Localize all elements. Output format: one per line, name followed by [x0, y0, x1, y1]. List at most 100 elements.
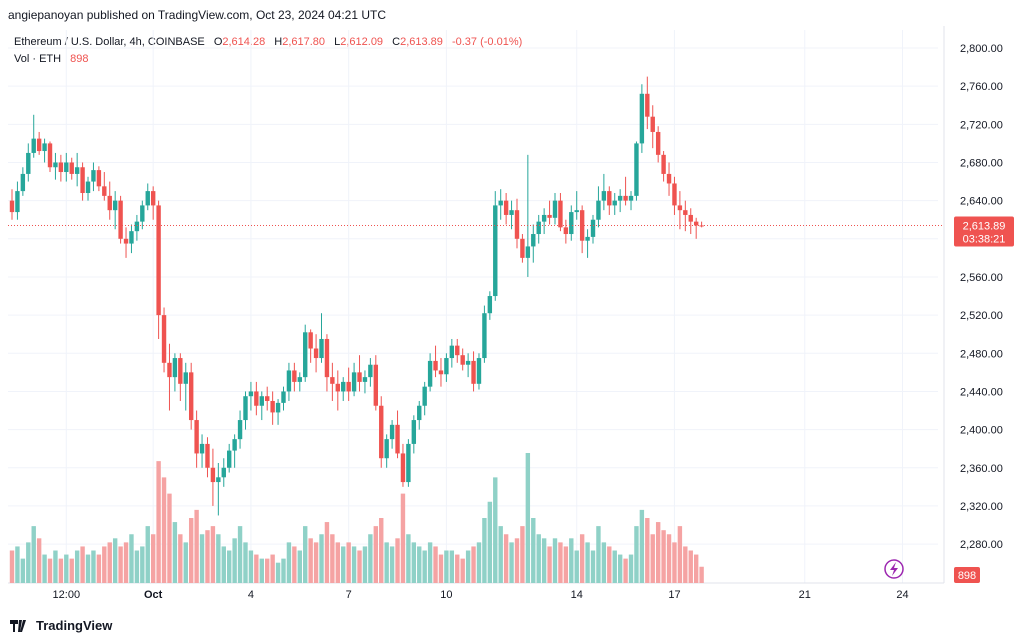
volume-bar — [243, 542, 248, 583]
volume-bar — [531, 518, 536, 583]
candle — [617, 189, 623, 213]
volume-bar — [102, 546, 107, 583]
candle-body — [64, 162, 69, 173]
candle — [493, 191, 498, 301]
candle-body — [319, 338, 324, 359]
y-tick-label: 2,440.00 — [960, 386, 1003, 398]
candle-body — [270, 400, 275, 413]
volume-bar — [585, 542, 590, 583]
candle — [292, 362, 297, 392]
volume-bar — [58, 558, 64, 583]
volume-bar — [601, 542, 607, 583]
candle-body — [31, 138, 36, 153]
candle-body — [552, 200, 558, 218]
volume-bar — [683, 546, 688, 583]
volume-bar — [9, 550, 15, 583]
candle — [96, 166, 102, 192]
candle — [308, 329, 313, 363]
candle — [172, 353, 178, 392]
candle — [460, 348, 465, 371]
volume-bar — [357, 550, 362, 583]
candle — [699, 221, 704, 228]
candle — [444, 353, 449, 382]
footer-brand-label: TradingView — [36, 618, 113, 633]
candle-body — [455, 345, 460, 356]
candle-body — [259, 396, 264, 406]
countdown-label: 03:38:21 — [963, 234, 1006, 246]
legend-high: 2,617.80 — [282, 36, 326, 48]
candle-body — [579, 210, 585, 241]
candle — [36, 131, 42, 155]
volume-bar — [471, 546, 476, 583]
candle — [107, 181, 112, 220]
volume-bar — [107, 542, 112, 583]
volume-bar — [123, 542, 129, 583]
candle-body — [389, 424, 395, 440]
candle-body — [417, 405, 422, 421]
candle — [9, 189, 15, 220]
candle — [455, 338, 460, 363]
volume-bar — [275, 562, 281, 583]
candle — [145, 183, 150, 211]
volume-bar — [265, 558, 270, 583]
y-tick-label: 2,480.00 — [960, 348, 1003, 360]
volume-bar — [607, 546, 612, 583]
volume-bar — [313, 542, 319, 583]
footer-brand[interactable]: TradingView — [10, 618, 112, 633]
legend-volume-row: Vol · ETH 898 — [14, 51, 522, 68]
candle-body — [205, 443, 210, 468]
x-tick-label: 14 — [571, 589, 583, 601]
candle-body — [156, 205, 161, 316]
candle-body — [661, 154, 666, 174]
candle-body — [330, 377, 335, 384]
volume-bar — [112, 538, 118, 583]
candle-body — [688, 214, 693, 222]
candle — [607, 186, 612, 215]
volume-bar — [373, 526, 379, 583]
candle — [471, 351, 476, 392]
y-tick-label: 2,320.00 — [960, 501, 1003, 513]
candle — [85, 176, 91, 201]
candle-body — [167, 362, 172, 378]
y-tick-label: 2,520.00 — [960, 310, 1003, 322]
volume-bar — [634, 526, 639, 583]
candle-body — [194, 420, 199, 454]
volume-bar — [303, 526, 308, 583]
candle — [400, 443, 406, 487]
volume-bar — [379, 518, 384, 583]
x-tick-label: Oct — [144, 589, 163, 601]
candle-body — [292, 370, 297, 382]
volume-bar — [330, 534, 335, 583]
candle — [634, 141, 639, 201]
candle — [232, 434, 237, 468]
volume-bar — [449, 550, 455, 583]
candle — [129, 224, 134, 254]
candle — [194, 410, 199, 468]
volume-bar — [574, 550, 579, 583]
candle — [26, 143, 31, 182]
volume-badge-label: 898 — [958, 570, 976, 582]
volume-bar — [525, 453, 531, 583]
candle-body — [427, 360, 433, 387]
candle-body — [112, 200, 118, 211]
candle-body — [199, 443, 205, 454]
candle-body — [335, 383, 340, 392]
candle-body — [634, 143, 639, 196]
volume-bar — [362, 546, 368, 583]
volume-bar — [221, 546, 226, 583]
candle — [503, 193, 509, 225]
candle-body — [368, 364, 373, 378]
candle — [221, 458, 226, 487]
candle-body — [541, 214, 547, 222]
volume-bar — [351, 546, 357, 583]
candle-body — [525, 246, 531, 258]
candle — [693, 217, 699, 239]
candle-body — [134, 221, 140, 232]
candle — [156, 200, 161, 339]
candle-body — [362, 377, 368, 382]
candle — [601, 173, 607, 211]
candle-body — [433, 360, 438, 371]
candle — [536, 214, 541, 244]
candle — [520, 234, 525, 263]
